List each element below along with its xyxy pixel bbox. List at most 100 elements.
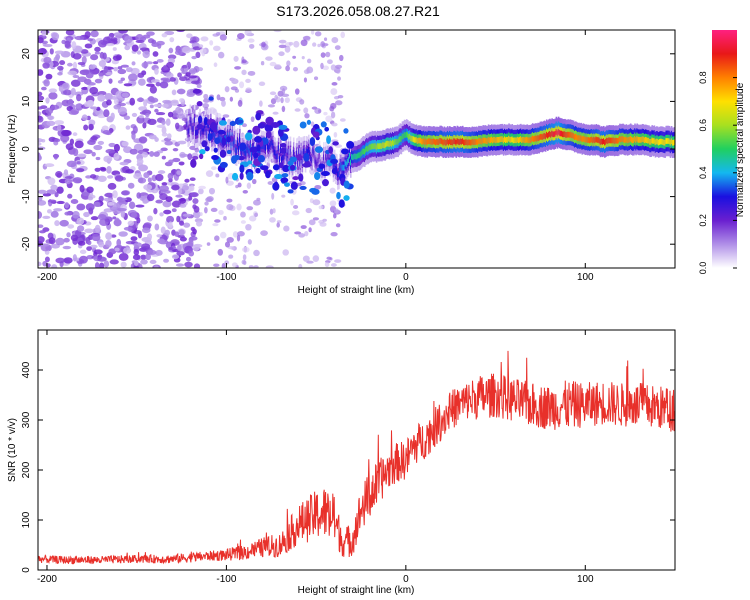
spectrogram-ridge-cell (505, 137, 507, 144)
spectrogram-ridge-cell (316, 161, 319, 168)
spectrogram-noise-blob (72, 61, 78, 70)
spectrogram-ridge-cell (440, 138, 443, 144)
spectrogram-ridge-cell (413, 136, 416, 143)
spectrogram-noise-blob (136, 192, 142, 199)
spectrogram-ridge-blob (231, 155, 237, 164)
spectrogram-ridge-blob (244, 132, 253, 141)
spectrogram-noise-blob (334, 259, 342, 263)
spectrogram-ridge-cell (356, 153, 359, 160)
spectrogram-noise-blob (147, 118, 157, 126)
spectrogram-noise-blob (292, 67, 298, 72)
spectrogram-ridge-cell (512, 137, 515, 144)
spectrogram-ridge-cell (553, 131, 556, 138)
spectrogram-noise-blob (189, 192, 199, 198)
spectrogram-ridge-blob (259, 165, 269, 171)
spectrogram-ridge-blob (309, 137, 316, 147)
spectrogram-ridge-blob (217, 129, 226, 135)
spectrogram-noise-blob (288, 41, 294, 46)
spectrogram-noise-blob (140, 259, 148, 265)
spectrogram-ridge-cell (296, 150, 298, 157)
spectrogram-noise-blob (181, 64, 188, 69)
spectrogram-ridge-blob (235, 119, 244, 124)
spectrogram-noise-blob (104, 208, 111, 213)
spectrogram-ridge-cell (232, 141, 235, 147)
spectrogram-ridge-cell (354, 153, 356, 160)
spectrogram-noise-blob (206, 242, 211, 246)
spectrogram-noise-blob (286, 60, 291, 67)
spectrogram-noise-blob (54, 50, 65, 55)
spectrogram-noise-blob (178, 76, 188, 82)
spectrogram-noise-blob (166, 61, 175, 69)
spectrogram-ridge-blob (324, 126, 330, 132)
spectrogram-noise-blob (176, 251, 185, 256)
spectrogram-ridge-cell (528, 137, 531, 144)
spectrogram-x-ticks: -200 -100 0 100 (37, 30, 594, 283)
spectrogram-ridge-cell (264, 145, 267, 151)
spectrogram-noise-blob (293, 205, 299, 209)
spectrogram-ridge-cell (247, 147, 250, 154)
spectrogram-noise-blob (189, 68, 197, 75)
spectrogram-x-tick-label: -100 (216, 272, 236, 283)
spectrogram-noise-blob (278, 51, 285, 57)
spectrogram-ridge-cell (467, 139, 469, 146)
spectrogram-noise-blob (241, 259, 246, 265)
spectrogram-ridge-cell (514, 137, 517, 144)
snr-x-tick-label: 0 (403, 574, 409, 585)
spectrogram-noise-blob (197, 67, 204, 72)
spectrogram-ridge-cell (216, 125, 219, 131)
snr-y-tick-label: 100 (21, 511, 32, 528)
spectrogram-noise-blob (317, 43, 321, 48)
spectrogram-noise-blob (185, 72, 191, 77)
spectrogram-noise-blob (137, 72, 145, 78)
spectrogram-ridge-cell (554, 130, 557, 137)
spectrogram-noise-blob (50, 184, 58, 191)
spectrogram-noise-blob (340, 31, 346, 39)
spectrogram-ridge-cell (409, 133, 411, 140)
spectrogram-ridge-cell (592, 137, 594, 144)
spectrogram-ridge-cell (340, 162, 342, 169)
spectrogram-noise-blob (50, 210, 59, 218)
spectrogram-noise-blob (53, 208, 63, 212)
spectrogram-ridge-blob (221, 137, 227, 146)
spectrogram-ridge-blob (287, 189, 294, 194)
spectrogram-noise-blob (117, 68, 127, 75)
spectrogram-noise-blob (215, 173, 220, 178)
spectrogram-noise-blob (38, 138, 43, 143)
spectrogram-ridge-cell (495, 137, 497, 144)
spectrogram-ridge-cell (540, 133, 543, 140)
spectrogram-ridge-cell (600, 138, 603, 145)
spectrogram-noise-blob (136, 158, 144, 165)
spectrogram-noise-blob (244, 30, 252, 36)
spectrogram-ridge-cell (306, 149, 309, 155)
spectrogram-noise-blob (167, 133, 172, 139)
colorbar-gradient (712, 30, 737, 268)
spectrogram-ridge-blob (296, 154, 303, 161)
spectrogram-ridge-cell (229, 132, 231, 138)
spectrogram-noise-blob (339, 54, 344, 62)
spectrogram-noise-blob (135, 34, 144, 42)
spectrogram-noise-blob (272, 208, 276, 214)
spectrogram-noise-blob (157, 238, 165, 244)
spectrogram-ridge-cell (530, 136, 533, 143)
spectrogram-noise-blob (213, 45, 221, 52)
spectrogram-ridge-cell (564, 131, 566, 138)
colorbar-label: Normalized spectral amplitude (735, 82, 746, 217)
spectrogram-noise-blob (58, 85, 64, 92)
spectrogram-ridge-blob (302, 162, 312, 168)
spectrogram-noise-blob (196, 84, 202, 89)
spectrogram-noise-blob (209, 40, 214, 46)
spectrogram-noise-blob (72, 254, 77, 262)
spectrogram-noise-blob (179, 153, 189, 157)
spectrogram-noise-blob (86, 186, 94, 193)
spectrogram-ridge-cell (623, 136, 626, 143)
spectrogram-ridge-cell (469, 139, 472, 146)
spectrogram-ridge-blob (330, 158, 339, 164)
spectrogram-noise-blob (97, 90, 107, 96)
spectrogram-ridge-cell (318, 153, 321, 159)
spectrogram-noise-blob (117, 66, 123, 70)
spectrogram-noise-blob (318, 205, 324, 210)
spectrogram-noise-blob (118, 253, 129, 261)
spectrogram-noise-blob (164, 140, 173, 146)
spectrogram-ridge-cell (558, 130, 561, 136)
spectrogram-noise-blob (118, 30, 128, 34)
